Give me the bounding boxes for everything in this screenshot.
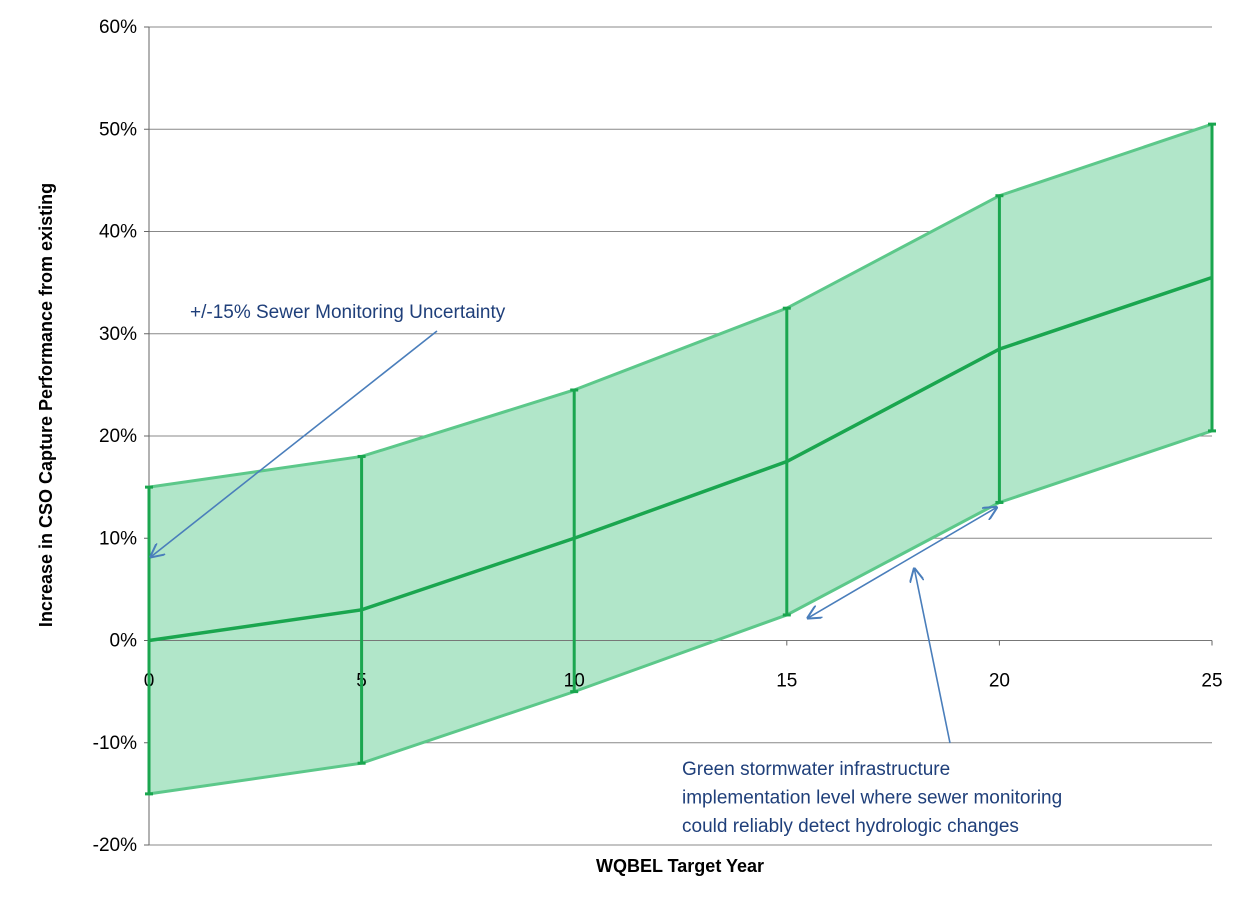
y-tick-label: 60% xyxy=(99,17,137,38)
y-axis-title: Increase in CSO Capture Performance from… xyxy=(36,183,56,627)
x-tick-label: 20 xyxy=(989,671,1010,692)
annotations: +/-15% Sewer Monitoring Uncertainty Green… xyxy=(151,302,1062,837)
x-tick-label: 25 xyxy=(1201,671,1222,692)
series-lines xyxy=(145,122,1216,796)
upper-bound-line xyxy=(148,122,1213,489)
y-tick-label: 50% xyxy=(99,119,137,140)
lower-bound-line xyxy=(148,429,1213,796)
x-axis-title: WQBEL Target Year xyxy=(596,856,764,876)
annotation-uncertainty-arrow xyxy=(151,330,438,557)
annotation-gsi-line: could reliably detect hydrologic changes xyxy=(682,816,1019,837)
band-fill xyxy=(149,124,1212,794)
annotation-gsi-arrow xyxy=(914,569,951,744)
y-tick-label: 20% xyxy=(99,426,137,447)
annotation-gsi-text: Green stormwater infrastructure implement… xyxy=(682,759,1062,837)
y-tick-label: -20% xyxy=(93,835,137,856)
y-tick-label: -10% xyxy=(93,733,137,754)
y-tick-label: 10% xyxy=(99,528,137,549)
y-tick-label: 40% xyxy=(99,222,137,243)
y-tick-label: 30% xyxy=(99,324,137,345)
annotation-uncertainty-text: +/-15% Sewer Monitoring Uncertainty xyxy=(190,302,506,323)
y-tick-label: 0% xyxy=(110,631,138,652)
center-line xyxy=(148,275,1213,643)
x-tick-label: 15 xyxy=(776,671,797,692)
annotation-gsi-line: implementation level where sewer monitor… xyxy=(682,788,1062,809)
annotation-gsi-bracket xyxy=(808,508,996,618)
uncertainty-band xyxy=(149,124,1212,794)
annotation-gsi-line: Green stormwater infrastructure xyxy=(682,759,950,780)
y-tick-labels: -20% -10% 0% 10% 20% 30% 40% 50% 60% xyxy=(93,17,137,856)
